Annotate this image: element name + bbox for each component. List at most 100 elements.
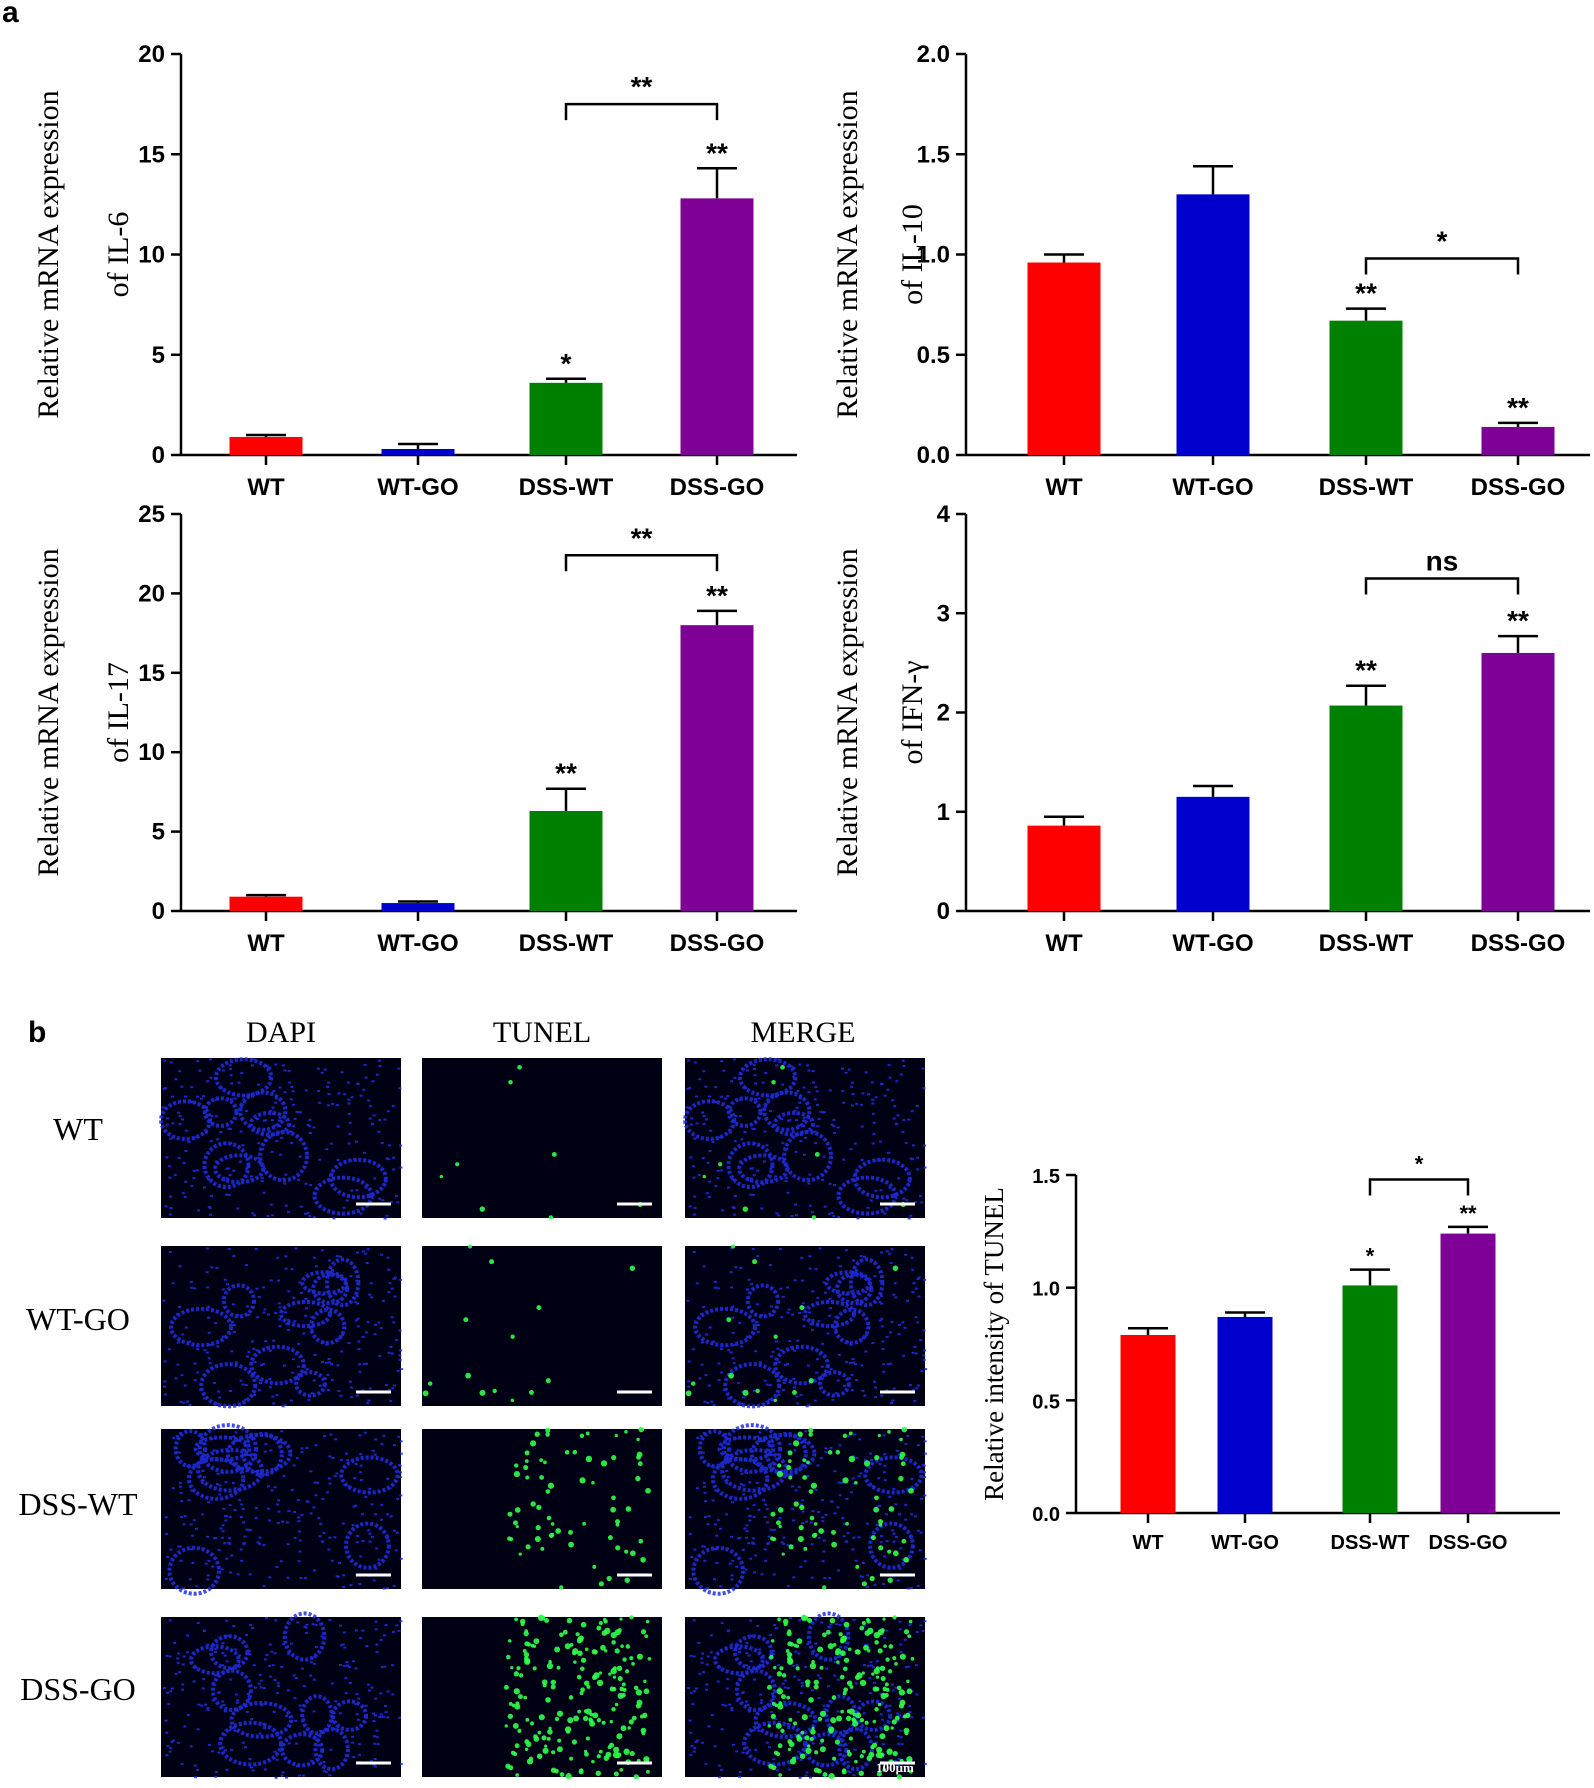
micrograph-merge-wt-go xyxy=(685,1244,928,1409)
x-tick-label: DSS-GO xyxy=(1471,930,1566,957)
x-tick-label: WT xyxy=(247,474,285,501)
bar-wt xyxy=(1027,262,1101,455)
bar-dss-wt xyxy=(1329,320,1403,455)
y-tick-label: 3 xyxy=(937,600,950,627)
bar-dss-wt xyxy=(529,382,603,455)
y-tick-label: 0 xyxy=(937,898,950,925)
panel-b-label: b xyxy=(28,1016,46,1049)
bar-dss-wt xyxy=(1342,1285,1398,1513)
bar-wt xyxy=(229,436,303,455)
y-tick-label: 5 xyxy=(152,819,165,846)
bar-wt xyxy=(1120,1334,1176,1513)
chart-tunel: 0.0 0.5 1.0 1.5 Relative intensity of TUNEL W… xyxy=(979,1152,1560,1554)
x-tick-label: WT xyxy=(1045,474,1083,501)
micrograph-dapi-wt xyxy=(159,1057,403,1220)
y-tick-label: 5 xyxy=(152,342,165,369)
x-tick-label: WT-GO xyxy=(377,930,458,957)
tunel-signal xyxy=(685,1244,899,1403)
y-axis-label: of IFN-γ xyxy=(896,660,929,764)
x-tick-label: DSS-GO xyxy=(670,930,765,957)
y-tick-label: 0.0 xyxy=(917,442,950,469)
micrograph-dapi-dss-go xyxy=(161,1611,403,1779)
tunel-signal xyxy=(770,1426,914,1590)
column-header-tunel: TUNEL xyxy=(493,1016,591,1049)
chart-il10: 0.0 0.5 1.0 1.5 2.0 Relative mRNA expression o… xyxy=(831,41,1590,501)
y-axis-label: Relative mRNA expression xyxy=(831,548,864,876)
tunel-signal xyxy=(439,1065,643,1220)
significance-mark: ** xyxy=(1355,655,1377,686)
x-tick-label: DSS-WT xyxy=(519,930,614,957)
y-tick-label: 2.0 xyxy=(917,41,950,68)
significance-mark: ** xyxy=(1507,605,1529,636)
y-axis-label: Relative mRNA expression xyxy=(831,90,864,418)
micrograph-background xyxy=(422,1058,662,1218)
y-tick-label: 4 xyxy=(937,501,951,528)
bar-wt-go xyxy=(381,903,455,911)
y-tick-label: 1.0 xyxy=(917,242,950,269)
micrograph-merge-wt xyxy=(683,1057,927,1220)
y-axis-label: Relative intensity of TUNEL xyxy=(979,1187,1009,1501)
x-tick-label: WT xyxy=(1045,930,1083,957)
y-tick-label: 15 xyxy=(138,141,165,168)
micrograph-dapi-wt-go xyxy=(161,1246,404,1409)
bar-wt xyxy=(229,896,303,911)
significance-mark: ** xyxy=(706,580,728,611)
y-tick-label: 20 xyxy=(138,41,165,68)
x-tick-label: WT-GO xyxy=(1172,474,1253,501)
micrograph-dapi-dss-wt xyxy=(161,1423,403,1596)
x-tick-label: WT-GO xyxy=(377,474,458,501)
y-tick-label: 0 xyxy=(152,442,165,469)
bracket-label: ** xyxy=(631,522,653,553)
y-tick-label: 1.5 xyxy=(1032,1166,1060,1188)
bar-dss-go xyxy=(1481,652,1555,911)
tunel-signal xyxy=(422,1244,636,1403)
comparison-bracket xyxy=(1364,257,1520,275)
x-tick-label: DSS-GO xyxy=(1429,1532,1508,1554)
row-label-wt: WT xyxy=(53,1111,103,1147)
x-tick-label: DSS-WT xyxy=(1319,474,1414,501)
micrograph-tunel-wt-go xyxy=(422,1244,662,1406)
x-tick-label: WT-GO xyxy=(1172,930,1253,957)
bar-dss-go xyxy=(1481,426,1555,455)
dapi-nuclei xyxy=(683,1057,927,1220)
column-header-dapi: DAPI xyxy=(246,1016,316,1049)
bar-wt-go xyxy=(1176,194,1250,455)
significance-mark: * xyxy=(561,348,572,379)
bar-dss-go xyxy=(680,198,754,456)
y-tick-label: 10 xyxy=(138,739,165,766)
bar-wt-go xyxy=(381,448,455,455)
y-tick-label: 0.5 xyxy=(1032,1391,1060,1413)
y-tick-label: 20 xyxy=(138,580,165,607)
significance-mark: * xyxy=(1366,1244,1375,1269)
comparison-bracket xyxy=(564,102,719,121)
micrograph-tunel-dss-go xyxy=(422,1614,662,1780)
x-tick-label: WT xyxy=(1132,1532,1163,1554)
micrograph-grid: DAPI TUNEL MERGE WT WT-GO DSS-WT DSS-GO 100μm xyxy=(18,1016,928,1780)
y-axis-label: Relative mRNA expression xyxy=(32,548,65,876)
comparison-bracket xyxy=(1364,577,1520,595)
significance-mark: ** xyxy=(555,758,577,789)
dapi-nuclei xyxy=(164,1423,403,1596)
dapi-nuclei xyxy=(688,1423,927,1596)
dapi-nuclei xyxy=(687,1611,927,1779)
y-tick-label: 1.5 xyxy=(917,141,950,168)
x-tick-label: DSS-WT xyxy=(519,474,614,501)
y-axis-label: of IL-10 xyxy=(896,204,929,305)
micrograph-tunel-dss-wt xyxy=(422,1426,662,1590)
chart-ifng: 0 1 2 3 4 Relative mRNA expression of IFN-γ WT W… xyxy=(831,501,1590,957)
x-tick-label: WT xyxy=(247,930,285,957)
dapi-nuclei xyxy=(159,1057,403,1220)
x-tick-label: WT-GO xyxy=(1211,1532,1279,1554)
tunel-signal xyxy=(503,1614,652,1780)
dapi-nuclei xyxy=(163,1611,403,1779)
micrograph-background xyxy=(422,1246,662,1406)
micrograph-background xyxy=(422,1429,662,1589)
y-tick-label: 10 xyxy=(138,242,165,269)
dapi-nuclei xyxy=(686,1247,928,1409)
chart-il17: 0 5 10 15 20 25 Relative mRNA expression of IL-… xyxy=(32,501,797,957)
y-tick-label: 2 xyxy=(937,700,950,727)
x-tick-label: DSS-WT xyxy=(1331,1532,1410,1554)
y-tick-label: 15 xyxy=(138,660,165,687)
bar-wt-go xyxy=(1176,796,1250,911)
bracket-label: * xyxy=(1437,226,1448,257)
